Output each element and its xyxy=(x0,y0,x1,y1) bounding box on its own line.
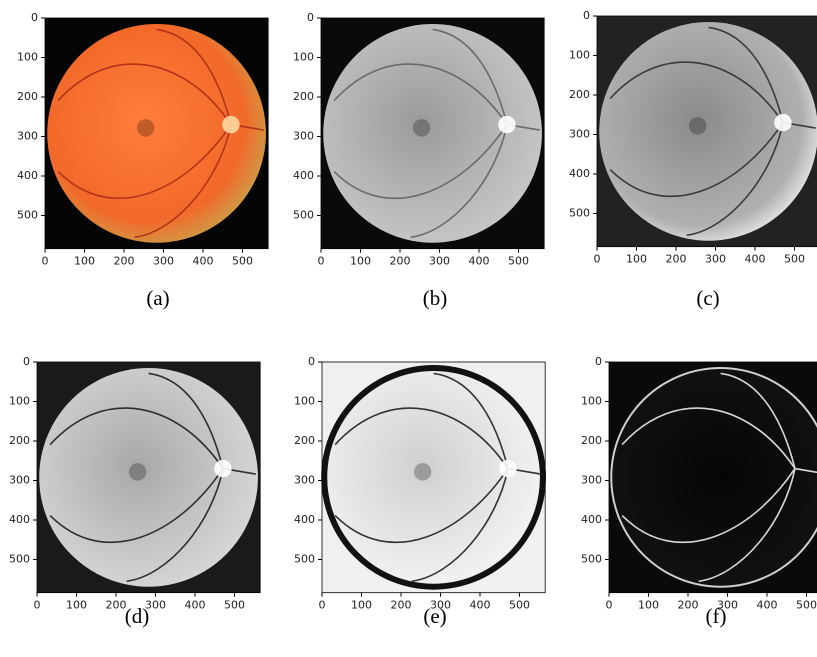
optic-disc xyxy=(499,460,516,477)
x-tick-label: 300 xyxy=(153,255,174,268)
x-tick-label: 0 xyxy=(606,599,613,612)
x-tick-label: 0 xyxy=(42,255,49,268)
y-tick-label: 100 xyxy=(581,395,602,408)
caption: (c) xyxy=(696,286,719,310)
x-tick-label: 400 xyxy=(193,255,214,268)
y-tick-label: 400 xyxy=(9,513,30,526)
macula xyxy=(414,463,431,480)
x-tick-label: 100 xyxy=(66,599,87,612)
y-tick-label: 100 xyxy=(17,51,38,64)
panel: 0 100 200 300 400 500 0 100 200 300 400 500 (c) xyxy=(569,9,817,310)
x-tick-label: 200 xyxy=(114,255,135,268)
fundus xyxy=(599,22,817,241)
macula xyxy=(413,119,430,136)
y-tick-label: 400 xyxy=(294,513,315,526)
x-tick-label: 100 xyxy=(626,253,647,266)
macula xyxy=(137,119,154,136)
y-tick-label: 500 xyxy=(9,553,30,566)
y-tick-label: 500 xyxy=(581,553,602,566)
x-tick-label: 100 xyxy=(638,599,659,612)
optic-disc xyxy=(498,116,515,133)
caption: (a) xyxy=(146,286,169,310)
y-tick-label: 400 xyxy=(569,167,590,180)
x-tick-label: 300 xyxy=(429,255,450,268)
y-tick-label: 400 xyxy=(17,169,38,182)
fundus xyxy=(47,24,266,243)
y-tick-label: 300 xyxy=(569,128,590,141)
x-tick-label: 0 xyxy=(319,599,326,612)
panel: 0 100 200 300 400 500 0 100 200 300 400 500 (b) xyxy=(293,11,544,310)
optic-disc xyxy=(774,114,791,131)
figure: 0 100 200 300 400 500 0 100 200 300 400 500 (a) 0 100 2… xyxy=(0,0,817,657)
x-tick-label: 400 xyxy=(757,599,778,612)
x-tick-label: 500 xyxy=(224,599,245,612)
y-tick-label: 300 xyxy=(293,130,314,143)
x-tick-label: 0 xyxy=(594,253,601,266)
y-tick-label: 0 xyxy=(307,11,314,24)
y-tick-label: 300 xyxy=(581,474,602,487)
y-tick-label: 200 xyxy=(9,434,30,447)
y-tick-label: 500 xyxy=(569,207,590,220)
x-tick-label: 200 xyxy=(391,599,412,612)
caption: (b) xyxy=(423,286,448,310)
y-tick-label: 200 xyxy=(294,434,315,447)
x-tick-label: 500 xyxy=(509,599,530,612)
x-tick-label: 500 xyxy=(508,255,529,268)
x-tick-label: 500 xyxy=(784,253,805,266)
x-tick-label: 300 xyxy=(705,253,726,266)
y-tick-label: 300 xyxy=(17,130,38,143)
x-tick-label: 400 xyxy=(745,253,766,266)
y-tick-label: 100 xyxy=(294,395,315,408)
y-tick-label: 0 xyxy=(31,11,38,24)
y-tick-label: 0 xyxy=(595,355,602,368)
fundus xyxy=(323,24,542,243)
y-tick-label: 0 xyxy=(583,9,590,22)
y-tick-label: 500 xyxy=(293,209,314,222)
optic-disc xyxy=(214,460,231,477)
y-tick-label: 200 xyxy=(581,434,602,447)
y-tick-label: 200 xyxy=(17,90,38,103)
macula xyxy=(129,463,146,480)
y-tick-label: 300 xyxy=(294,474,315,487)
y-tick-label: 500 xyxy=(294,553,315,566)
optic-disc xyxy=(222,116,239,133)
y-tick-label: 300 xyxy=(9,474,30,487)
x-tick-label: 100 xyxy=(74,255,95,268)
caption: (e) xyxy=(423,604,446,628)
y-tick-label: 100 xyxy=(9,395,30,408)
x-tick-label: 500 xyxy=(232,255,253,268)
y-tick-label: 200 xyxy=(293,90,314,103)
x-tick-label: 400 xyxy=(470,599,491,612)
x-tick-label: 400 xyxy=(185,599,206,612)
x-tick-label: 100 xyxy=(350,255,371,268)
y-tick-label: 200 xyxy=(569,88,590,101)
x-tick-label: 200 xyxy=(390,255,411,268)
caption: (f) xyxy=(706,604,727,628)
x-tick-label: 200 xyxy=(106,599,127,612)
y-tick-label: 100 xyxy=(569,49,590,62)
y-tick-label: 0 xyxy=(23,355,30,368)
y-tick-label: 100 xyxy=(293,51,314,64)
caption: (d) xyxy=(125,604,150,628)
y-tick-label: 400 xyxy=(293,169,314,182)
panel: 0 100 200 300 400 500 0 100 200 300 400 500 (a) xyxy=(17,11,268,310)
x-tick-label: 100 xyxy=(351,599,372,612)
macula xyxy=(689,117,706,134)
x-tick-label: 400 xyxy=(469,255,490,268)
fundus xyxy=(39,368,258,587)
x-tick-label: 0 xyxy=(34,599,41,612)
x-tick-label: 500 xyxy=(796,599,817,612)
y-tick-label: 500 xyxy=(17,209,38,222)
y-tick-label: 0 xyxy=(308,355,315,368)
x-tick-label: 200 xyxy=(666,253,687,266)
y-tick-label: 400 xyxy=(581,513,602,526)
x-tick-label: 0 xyxy=(318,255,325,268)
panel: 01002003004005000100200300400500(d) xyxy=(9,355,260,628)
x-tick-label: 200 xyxy=(678,599,699,612)
